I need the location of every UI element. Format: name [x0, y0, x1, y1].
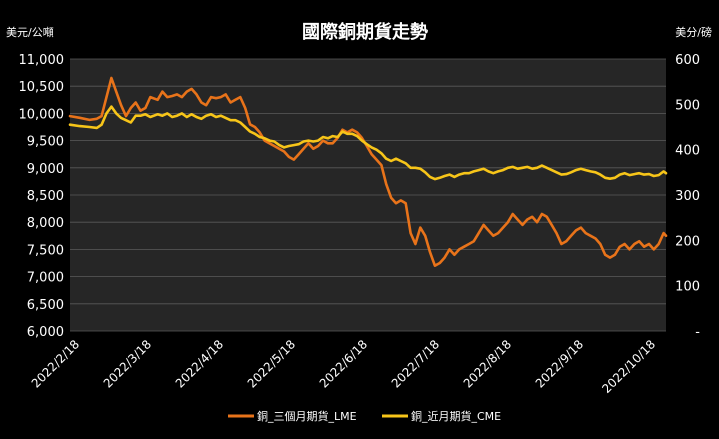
left-axis-unit: 美元/公噸 [6, 25, 54, 39]
left-tick-label: 6,000 [27, 325, 64, 340]
x-tick-label: 2022/4/18 [173, 337, 226, 390]
right-axis-ticks: - 100 200 300 400 500 600 [675, 53, 700, 340]
right-tick-label: 300 [675, 189, 700, 204]
x-tick-label: 2022/8/18 [461, 337, 514, 390]
series-line-cme [68, 105, 668, 181]
right-tick-label: 600 [675, 53, 700, 68]
x-tick-label: 2022/6/18 [317, 337, 370, 390]
left-tick-label: 11,000 [19, 53, 65, 68]
left-tick-label: 7,000 [27, 271, 64, 286]
left-tick-label: 10,000 [19, 107, 65, 122]
left-tick-label: 9,500 [27, 135, 64, 150]
left-tick-label: 6,500 [27, 298, 64, 313]
chart-title: 國際銅期貨走勢 [302, 21, 428, 43]
right-tick-label: 200 [675, 234, 700, 249]
x-tick-label: 2022/7/18 [389, 337, 442, 390]
x-tick-label: 2022/5/18 [245, 337, 298, 390]
series-lines [68, 76, 668, 267]
series-line-lme [68, 76, 668, 267]
x-tick-label: 2022/2/18 [29, 337, 82, 390]
right-axis-unit: 美分/磅 [675, 25, 712, 39]
left-tick-label: 9,000 [27, 162, 64, 177]
x-tick-label: 2022/3/18 [101, 337, 154, 390]
x-tick-label: 2022/9/18 [533, 337, 586, 390]
x-axis-ticks: 2022/2/18 2022/3/18 2022/4/18 2022/5/18 2022… [29, 337, 658, 396]
legend: 銅_三個月期貨_LME 銅_近月期貨_CME [228, 409, 501, 423]
legend-label-lme: 銅_三個月期貨_LME [257, 409, 357, 423]
left-tick-label: 10,500 [19, 80, 65, 95]
left-tick-label: 7,500 [27, 243, 64, 258]
right-tick-label: 400 [675, 144, 700, 159]
left-axis-ticks: 6,000 6,500 7,000 7,500 8,000 8,500 9,000 9,500… [19, 53, 65, 340]
right-tick-label: 500 [675, 98, 700, 113]
left-tick-label: 8,500 [27, 189, 64, 204]
left-tick-label: 8,000 [27, 216, 64, 231]
legend-label-cme: 銅_近月期貨_CME [411, 409, 501, 423]
x-tick-label: 2022/10/18 [599, 337, 658, 396]
right-tick-label: 100 [675, 280, 700, 295]
right-tick-label: - [695, 325, 700, 340]
